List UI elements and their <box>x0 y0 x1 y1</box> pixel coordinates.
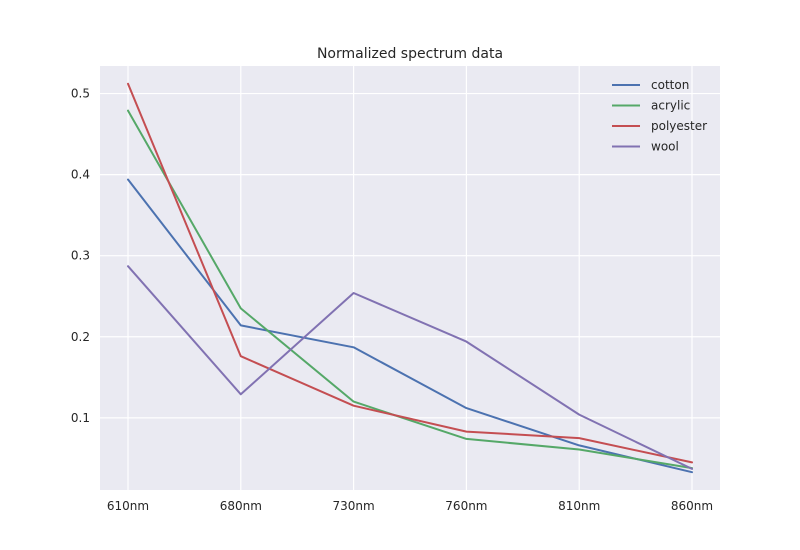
x-tick-label: 860nm <box>671 499 713 513</box>
x-tick-label: 810nm <box>558 499 600 513</box>
series-lines <box>127 82 693 474</box>
series-line-polyester <box>127 82 693 464</box>
plot-area <box>100 66 720 490</box>
y-tick-label: 0.3 <box>71 249 90 263</box>
y-tick-label: 0.2 <box>71 330 90 344</box>
x-tick-label: 760nm <box>445 499 487 513</box>
series-line-acrylic <box>127 109 693 470</box>
x-axis-ticks: 610nm 680nm 730nm 760nm 810nm 860nm <box>107 499 713 513</box>
x-tick-label: 680nm <box>220 499 262 513</box>
chart-title: Normalized spectrum data <box>317 46 503 62</box>
series-line-cotton <box>127 178 693 474</box>
series-line-wool <box>127 265 693 470</box>
legend-label: wool <box>651 140 679 154</box>
y-tick-label: 0.4 <box>71 168 90 182</box>
y-tick-label: 0.1 <box>71 411 90 425</box>
grid <box>100 66 720 490</box>
x-tick-label: 610nm <box>107 499 149 513</box>
legend-label: cotton <box>651 78 689 92</box>
y-tick-label: 0.5 <box>71 87 90 101</box>
y-axis-ticks: 0.1 0.2 0.3 0.4 0.5 <box>71 87 90 425</box>
legend-label: acrylic <box>651 99 690 113</box>
legend: cotton acrylic polyester wool <box>612 78 707 154</box>
legend-label: polyester <box>651 119 707 133</box>
x-tick-label: 730nm <box>332 499 374 513</box>
